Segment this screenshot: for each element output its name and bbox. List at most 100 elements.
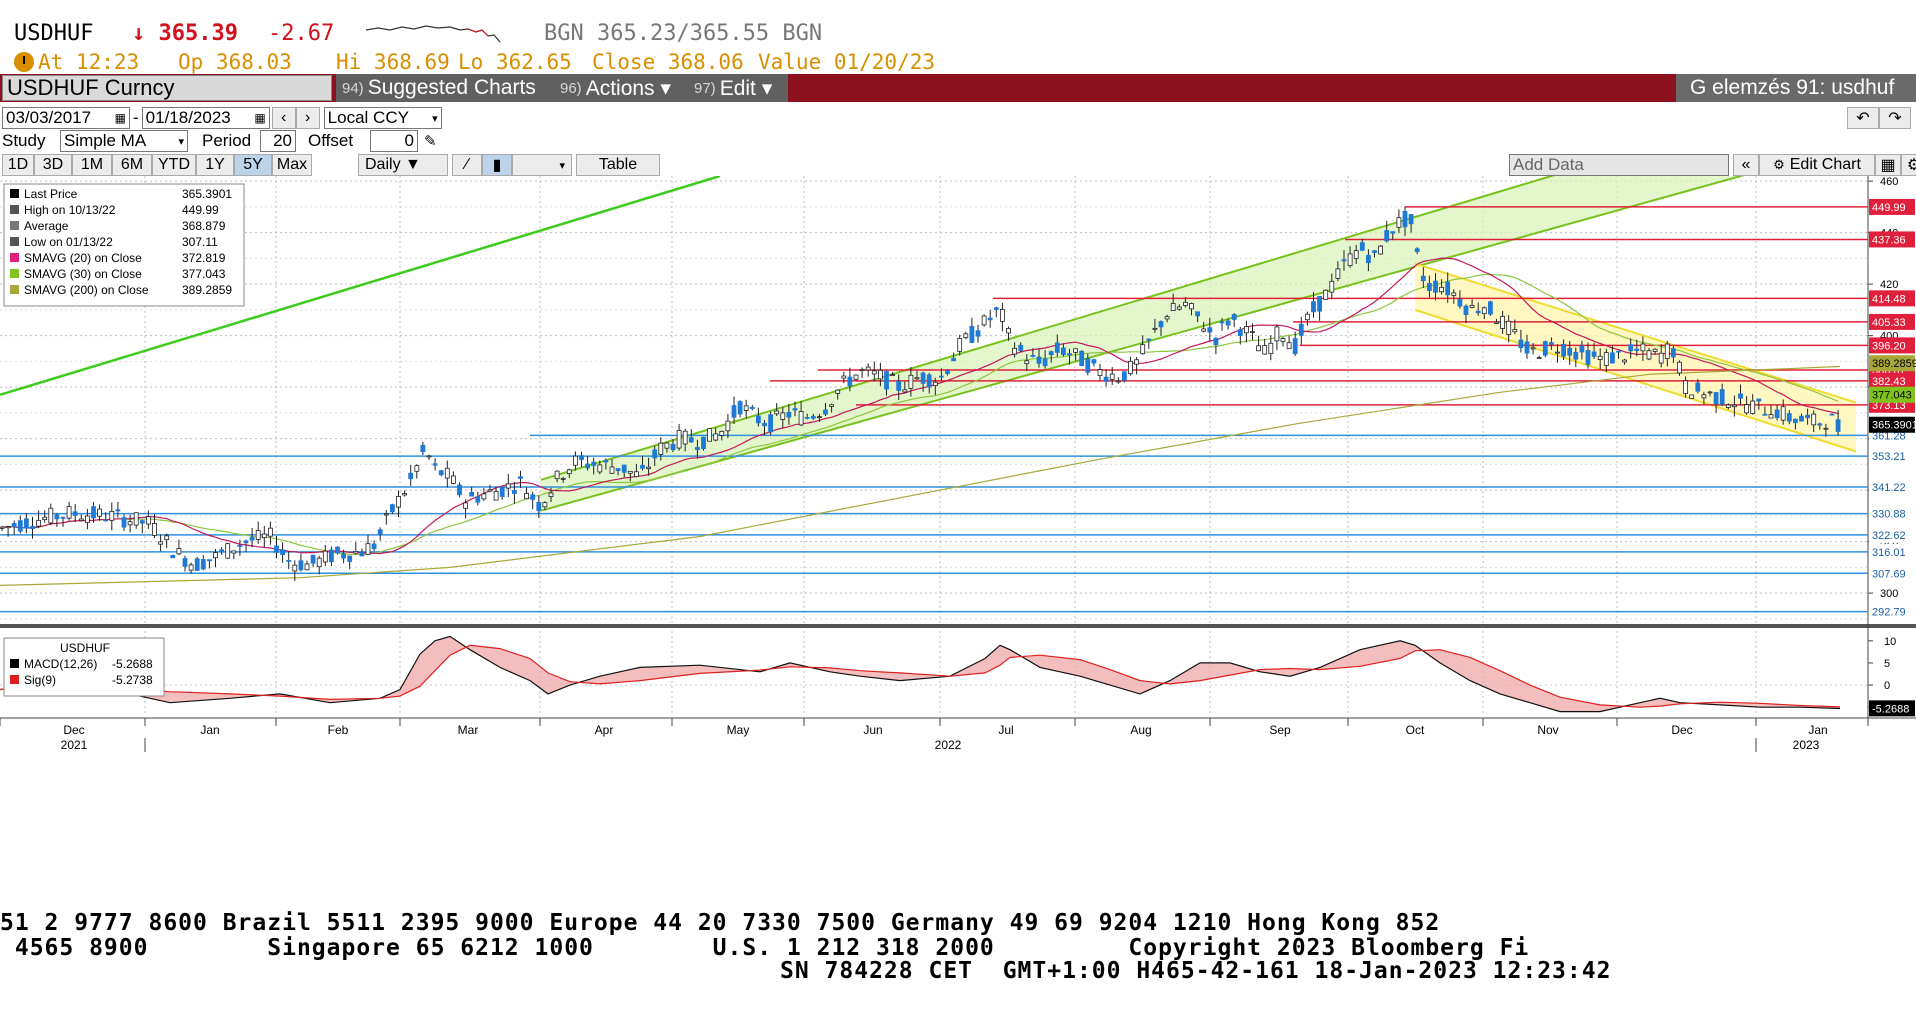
candle [975, 324, 981, 343]
candle [188, 562, 194, 574]
support-badge-box [1869, 526, 1915, 543]
candle-body [121, 517, 127, 528]
dropdown-icon: ▾ [178, 135, 184, 148]
chart-type-select[interactable]: ▾ [512, 154, 572, 176]
candle-body [1189, 303, 1194, 310]
actions-menu[interactable]: 96) Actions ▾ [560, 74, 671, 102]
candle [1530, 342, 1536, 355]
net-change: -2.67 [268, 20, 335, 46]
candle-body [396, 496, 401, 508]
candle [322, 544, 328, 567]
candle [652, 445, 658, 467]
price-chart[interactable]: 460440420400380360340320300 449.99437.36… [0, 176, 1916, 896]
next-period-button[interactable]: › [295, 107, 320, 129]
candle [1000, 302, 1005, 332]
candle-chart-button[interactable]: ▮ [482, 154, 512, 176]
rising-channel-lower [540, 176, 1745, 512]
study-row: Study Simple MA ▾ Period 20 Offset 0 ✎ [2, 130, 437, 152]
undo-redo: ↶ ↷ [1847, 107, 1911, 129]
candle [286, 551, 292, 569]
chart-settings-button[interactable]: ⚙ [1901, 154, 1916, 176]
candle-body [1671, 348, 1676, 358]
period-field[interactable]: 20 [260, 130, 296, 152]
actions-num: 96) [560, 79, 582, 97]
candle [524, 487, 529, 500]
candle-body [17, 520, 23, 532]
candle [780, 407, 786, 428]
candle [1097, 363, 1103, 381]
range-button-ytd[interactable]: YTD [152, 154, 196, 176]
candle-body [1750, 400, 1756, 414]
study-value: Simple MA [64, 131, 147, 150]
macd-legend-label: Sig(9) [24, 673, 56, 687]
candle [871, 361, 877, 382]
range-button-3d[interactable]: 3D [34, 154, 72, 176]
calendar-icon: ▦ [114, 111, 126, 125]
start-date-field[interactable]: 03/03/2017 ▦ [2, 107, 130, 129]
table-button[interactable]: Table [576, 154, 660, 176]
candle [206, 559, 212, 569]
candle-body [798, 411, 804, 426]
candle [737, 400, 743, 418]
candle [298, 553, 304, 572]
candle [152, 514, 157, 539]
session-line: SN 784228 CET GMT+1:00 H465-42-161 18-Ja… [780, 958, 1612, 984]
candle [1122, 371, 1127, 383]
candle-body [1292, 338, 1298, 355]
range-button-1d[interactable]: 1D [2, 154, 34, 176]
study-select[interactable]: Simple MA ▾ [60, 130, 188, 152]
add-data-field[interactable]: Add Data [1509, 154, 1729, 176]
quote-detail-line: At 12:23 Op 368.03 Hi 368.69 Lo 362.65 C… [14, 48, 935, 76]
candle [1207, 317, 1213, 342]
candle-body [377, 529, 383, 535]
edit-menu[interactable]: 97) Edit ▾ [694, 74, 772, 102]
frequency-select[interactable]: Daily ▼ [358, 154, 448, 176]
candle-body [60, 516, 66, 519]
candle [1018, 342, 1024, 353]
resistance-badge-box [1869, 372, 1915, 389]
candle-body [1195, 311, 1200, 317]
candle-body [48, 507, 54, 524]
candle [1457, 290, 1463, 309]
candle [438, 469, 444, 477]
series-badge-label: 389.2859 [1872, 358, 1916, 370]
candle-body [1311, 301, 1316, 313]
candle [1555, 343, 1560, 363]
legend-value: 449.99 [182, 203, 219, 217]
range-button-max[interactable]: Max [272, 154, 312, 176]
range-button-6m[interactable]: 6M [112, 154, 152, 176]
range-button-1y[interactable]: 1Y [196, 154, 234, 176]
price-tick-label: 460 [1880, 176, 1898, 188]
currency-select[interactable]: Local CCY ▾ [323, 107, 442, 129]
candle-body [1042, 358, 1048, 367]
security-field[interactable]: USDHUF Curncy [2, 75, 332, 101]
candle [1677, 360, 1682, 376]
candle [945, 369, 950, 376]
candle [1591, 342, 1597, 360]
prev-period-button[interactable]: ‹ [271, 107, 296, 129]
month-label: Dec [1671, 723, 1692, 737]
range-button-1m[interactable]: 1M [72, 154, 112, 176]
quote-high: Hi 368.69 [336, 50, 450, 74]
collapse-button[interactable]: « [1733, 154, 1759, 176]
candle-body [707, 428, 712, 442]
range-button-5y[interactable]: 5Y [234, 154, 272, 176]
candle-body [499, 486, 505, 497]
undo-button[interactable]: ↶ [1847, 107, 1879, 129]
candle-body [914, 377, 920, 380]
offset-field[interactable]: 0 [370, 130, 418, 152]
edit-chart-button[interactable]: ⚙ Edit Chart [1759, 154, 1875, 176]
candle [60, 516, 66, 527]
pencil-icon[interactable]: ✎ [424, 133, 437, 150]
candle [731, 396, 737, 425]
suggested-charts-button[interactable]: 94) Suggested Charts [342, 74, 536, 102]
redo-button[interactable]: ↷ [1879, 107, 1911, 129]
chart-options-button[interactable]: ▦ [1875, 154, 1901, 176]
frequency-value: Daily ▼ [365, 156, 421, 173]
end-date-field[interactable]: 01/18/2023 ▦ [141, 107, 270, 129]
candle [402, 490, 408, 497]
sma-200-line [0, 365, 1841, 586]
candle-body [1006, 328, 1011, 334]
candle-body [1524, 341, 1530, 354]
line-chart-button[interactable]: ⁄ [452, 154, 482, 176]
